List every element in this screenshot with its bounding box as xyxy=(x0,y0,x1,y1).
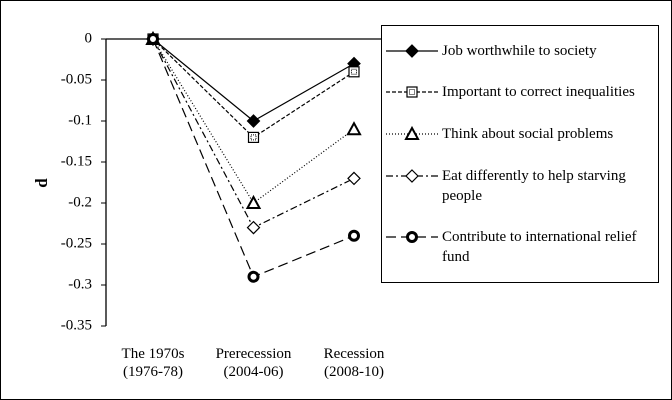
marker xyxy=(406,231,418,244)
marker-dots xyxy=(351,68,357,75)
marker-body xyxy=(247,131,260,143)
y-tick-label: -0.15 xyxy=(61,153,92,169)
marker xyxy=(245,194,262,209)
legend-label: Eat differently to help starving people xyxy=(442,167,626,204)
y-tick-label: -0.1 xyxy=(68,112,92,128)
legend-label: Important to correct inequalities xyxy=(442,84,635,101)
marker-dots xyxy=(409,89,415,96)
marker xyxy=(405,168,419,183)
marker-body xyxy=(348,66,360,78)
marker xyxy=(348,229,360,242)
x-tick-label: Recession (2008-10) xyxy=(323,346,385,380)
marker-body xyxy=(406,86,418,98)
x-tick-label: The 1970s (1976-78) xyxy=(121,346,185,380)
legend-label: Contribute to international relief fund xyxy=(442,229,637,266)
legend-swatch xyxy=(386,125,438,140)
marker xyxy=(147,33,159,45)
legend-swatch xyxy=(386,86,438,98)
x-tick-label: Prerecession (2004-06) xyxy=(215,346,292,380)
y-tick-label: -0.05 xyxy=(61,71,92,87)
y-tick-label: -0.2 xyxy=(68,194,92,210)
marker xyxy=(404,125,420,140)
legend-swatch xyxy=(386,43,438,58)
marker xyxy=(406,86,418,98)
y-tick-label: 0 xyxy=(85,30,93,46)
legend-label: Think about social problems xyxy=(442,125,614,142)
legend: Job worthwhile to society Important to co… xyxy=(381,25,659,283)
marker xyxy=(247,270,260,283)
legend-swatch xyxy=(386,231,438,244)
legend-entry: Important to correct inequalities xyxy=(382,82,658,102)
series-line xyxy=(152,38,355,278)
marker xyxy=(348,66,360,78)
marker xyxy=(246,220,261,235)
marker xyxy=(247,131,260,143)
legend-swatch xyxy=(386,168,438,183)
y-axis-label: d xyxy=(32,178,51,188)
legend-entry: Eat differently to help starving people xyxy=(382,166,658,206)
marker xyxy=(346,121,362,136)
marker-dots xyxy=(250,134,257,141)
y-tick-label: -0.3 xyxy=(68,276,92,292)
series-line xyxy=(152,38,355,122)
marker xyxy=(347,171,361,186)
legend-entry: Think about social problems xyxy=(382,124,658,144)
legend-entry: Contribute to international relief fund xyxy=(382,227,658,267)
y-tick-label: -0.25 xyxy=(61,235,92,251)
marker xyxy=(246,114,261,128)
legend-label: Job worthwhile to society xyxy=(442,42,597,59)
y-tick-label: -0.35 xyxy=(61,317,92,333)
legend-entry: Job worthwhile to society xyxy=(382,41,658,61)
marker xyxy=(405,43,419,58)
